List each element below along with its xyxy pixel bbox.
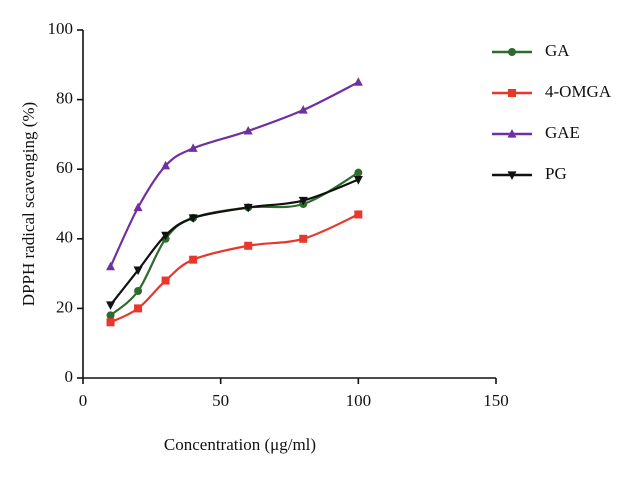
y-tick-label: 20 (56, 297, 73, 316)
legend-marker (507, 129, 517, 138)
data-point (243, 203, 253, 213)
x-tick-label: 50 (212, 391, 229, 410)
y-tick-label: 60 (56, 158, 73, 177)
data-point (106, 318, 115, 327)
legend-label: GAE (545, 123, 580, 142)
data-point (133, 266, 143, 276)
data-point (298, 196, 308, 206)
legend-marker (508, 48, 516, 56)
legend-label: PG (545, 164, 567, 183)
data-point (161, 231, 171, 241)
y-axis-title: DPPH radical scavenging (%) (19, 102, 38, 306)
series-line (110, 213, 359, 324)
y-tick-label: 100 (48, 19, 74, 38)
data-point (299, 234, 308, 243)
x-tick-label: 150 (483, 391, 509, 410)
series-line (109, 81, 359, 268)
data-point (189, 255, 198, 264)
legend-marker (507, 171, 517, 180)
data-point (354, 168, 363, 177)
data-point (106, 261, 116, 271)
data-point (244, 241, 253, 250)
data-point (298, 105, 308, 114)
legend-label: GA (545, 41, 570, 60)
data-point (354, 210, 363, 219)
data-point (106, 301, 116, 310)
data-point (353, 77, 363, 86)
y-tick-label: 0 (65, 367, 74, 386)
x-axis-title: Concentration (μg/ml) (164, 435, 316, 454)
y-tick-label: 80 (56, 89, 73, 108)
data-point (243, 125, 253, 135)
series-line (109, 178, 359, 306)
data-point (161, 276, 170, 285)
data-point (133, 202, 143, 212)
data-point (106, 311, 115, 320)
data-point (134, 304, 143, 313)
data-point (188, 143, 198, 152)
y-tick-label: 40 (56, 228, 73, 247)
data-point (188, 214, 198, 223)
x-tick-label: 0 (79, 391, 88, 410)
data-point (353, 176, 363, 185)
x-tick-label: 100 (346, 391, 372, 410)
legend-marker (508, 89, 516, 97)
data-point (161, 160, 171, 170)
data-point (134, 287, 143, 295)
legend-label: 4-OMGA (545, 82, 612, 101)
